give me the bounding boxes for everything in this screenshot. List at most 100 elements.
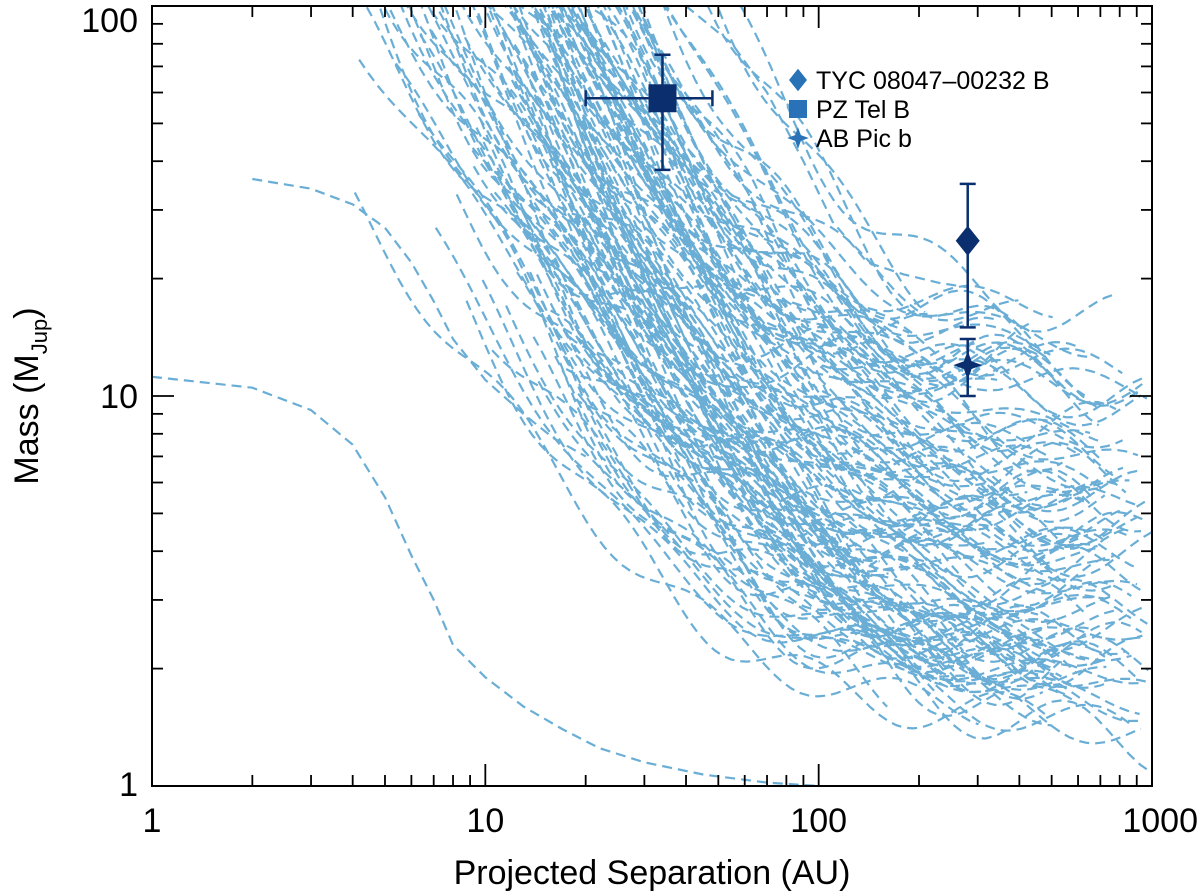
data-point-square (648, 84, 677, 113)
detection-limit-curve (578, 6, 1089, 553)
detection-limit-curve (408, 6, 1059, 687)
detection-limit-curve (382, 6, 935, 692)
detection-limit-curve (553, 220, 1085, 619)
detection-limit-curve (569, 6, 922, 400)
detection-limit-curve (543, 6, 961, 576)
detection-limit-curve (579, 121, 1116, 592)
detection-limit-curve (508, 6, 1140, 716)
detection-limit-curve (641, 6, 1047, 359)
detection-limit-curve (481, 279, 1066, 668)
detection-limit-curve (516, 271, 1093, 663)
detection-limit-curve (572, 6, 1091, 442)
detection-limit-curve (582, 22, 1124, 545)
detection-limit-curve (597, 6, 1127, 548)
detection-limit-curve (583, 216, 1140, 570)
x-tick-label: 100 (790, 802, 847, 840)
detection-limit-curve (551, 6, 1098, 561)
y-axis-title-subscript: Jup (27, 319, 52, 354)
x-axis-title: Projected Separation (AU) (454, 854, 851, 892)
detection-limit-curve (561, 6, 1114, 477)
detection-limit-curve (637, 6, 980, 368)
data-point-diamond (955, 225, 980, 256)
detection-limit-curve (505, 305, 1143, 652)
detection-limit-curve (553, 165, 1124, 507)
detection-limit-curve (552, 327, 1061, 707)
detection-limit-curve (417, 113, 1138, 532)
detection-limit-curve (491, 6, 1073, 701)
legend: TYC 08047–00232 BPZ Tel BAB Pic b (787, 67, 1050, 153)
detection-limit-curve (523, 63, 1145, 608)
detection-limit-curve (578, 52, 988, 547)
detection-limit-curve (532, 336, 1134, 732)
detection-limit-curve (622, 6, 931, 479)
detection-limit-curve (552, 153, 956, 672)
detection-limit-curve (559, 88, 1115, 623)
detection-limit-curve (556, 6, 1051, 356)
detection-limit-curve (614, 6, 995, 344)
legend-marker-star4 (787, 127, 809, 149)
detection-limit-curve (387, 6, 1049, 637)
detection-limit-curve (624, 6, 1063, 474)
detection-limit-curve (568, 336, 999, 717)
detection-limit-curve (529, 80, 1148, 625)
detection-limit-curve (488, 6, 949, 517)
detection-limit-curve (443, 6, 1029, 452)
detection-limit-curve (637, 6, 1130, 494)
companion-markers (584, 53, 983, 398)
detection-limit-curve (510, 79, 1142, 745)
detection-limit-curve (518, 6, 1053, 319)
axes: 1 10 100 1000 1 10 100 (81, 2, 1198, 840)
detection-limit-curve (378, 6, 955, 686)
detection-limit-curve (465, 300, 1046, 730)
detection-limit-curve (562, 328, 1114, 608)
legend-label: TYC 08047–00232 B (816, 67, 1050, 95)
detection-limit-curve (152, 375, 819, 786)
detection-limit-curve (576, 6, 1106, 523)
detection-limit-curve (487, 6, 1039, 633)
detection-limit-curve (665, 6, 1139, 461)
detection-limit-curve (471, 6, 1139, 723)
detection-limit-curve (529, 271, 1106, 694)
detection-limit-curves (152, 6, 1152, 786)
detection-limit-curve (477, 12, 1060, 546)
detection-limit-curve (491, 349, 1143, 652)
detection-limit-curve (557, 205, 1098, 408)
detection-limit-curve (475, 127, 889, 468)
detection-limit-curve (518, 6, 1093, 511)
y-tick-label: 1 (119, 766, 138, 804)
detection-limit-curve (567, 212, 1129, 586)
legend-marker-square (789, 100, 807, 118)
detection-limit-curve (453, 6, 1054, 658)
detection-limit-curve (513, 219, 1103, 567)
y-tick-label: 10 (100, 378, 138, 416)
detection-limit-curve (550, 309, 1139, 513)
detection-limit-curve (559, 6, 1021, 642)
detection-limit-curve (525, 86, 1078, 675)
detection-limit-curve (512, 201, 945, 512)
detection-limit-curve (580, 217, 1138, 595)
detection-limit-curve (400, 6, 1132, 620)
legend-label: PZ Tel B (816, 96, 910, 124)
detection-limit-curve (427, 6, 1003, 652)
detection-limit-curve (554, 355, 1107, 691)
detection-limit-curve (461, 6, 1007, 664)
detection-limit-curve (406, 6, 1152, 774)
y-axis-title-main: Mass (M (8, 354, 46, 484)
detection-limit-curve (597, 6, 1152, 578)
detection-limit-curve (252, 177, 587, 458)
detection-limit-curve (548, 6, 958, 453)
detection-limit-curve (584, 6, 980, 454)
detection-limit-curve (579, 121, 1146, 689)
detection-limit-curve (566, 6, 1143, 406)
detection-limit-curve (555, 6, 989, 488)
detection-limit-curve (394, 62, 1048, 594)
x-tick-label: 10 (466, 802, 504, 840)
detection-limit-curve (455, 193, 1068, 697)
detection-limit-curve (537, 380, 1139, 685)
detection-limit-curve (566, 6, 1077, 380)
detection-limit-curve (685, 6, 968, 289)
detection-limit-curve (577, 393, 1057, 670)
detection-limit-curve (706, 6, 1086, 397)
legend-label: AB Pic b (816, 125, 912, 153)
detection-limit-curve (508, 6, 926, 469)
